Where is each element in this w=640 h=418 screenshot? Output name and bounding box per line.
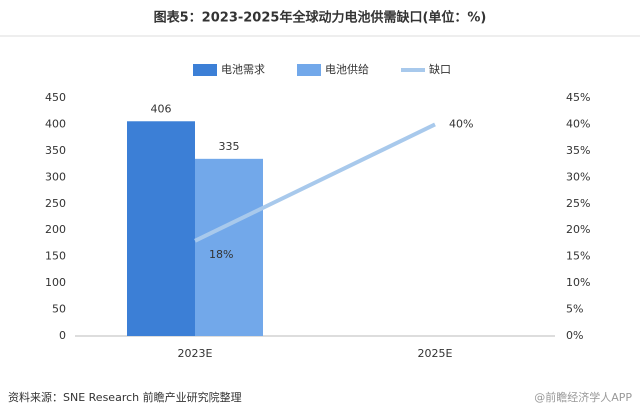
watermark: @前瞻经济学人APP bbox=[534, 390, 632, 404]
x-tick-label: 2025E bbox=[418, 347, 453, 360]
y2-tick-label: 0% bbox=[566, 329, 583, 342]
line bbox=[194, 122, 436, 243]
y-tick-label: 150 bbox=[45, 250, 66, 263]
legend-swatch bbox=[297, 64, 321, 76]
y-tick-label: 450 bbox=[45, 91, 66, 104]
y2-tick-label: 25% bbox=[566, 197, 590, 210]
y2-tick-label: 30% bbox=[566, 170, 590, 183]
y-tick-label: 50 bbox=[52, 303, 66, 316]
y-tick-label: 300 bbox=[45, 170, 66, 183]
y2-tick-label: 35% bbox=[566, 144, 590, 157]
x-tick-label: 2023E bbox=[178, 347, 213, 360]
bar bbox=[195, 158, 263, 336]
chart-title: 图表5：2023-2025年全球动力电池供需缺口(单位：%) bbox=[154, 10, 487, 26]
y-tick-label: 250 bbox=[45, 197, 66, 210]
y2-tick-label: 15% bbox=[566, 250, 590, 263]
legend-swatch bbox=[193, 64, 217, 76]
y-tick-label: 400 bbox=[45, 117, 66, 130]
line-value-label: 18% bbox=[209, 248, 233, 261]
legend-label: 电池需求 bbox=[221, 63, 265, 76]
bar bbox=[127, 121, 195, 336]
line-value-label: 40% bbox=[449, 117, 473, 130]
source: 资料来源：SNE Research 前瞻产业研究院整理 bbox=[8, 390, 242, 404]
y2-tick-label: 20% bbox=[566, 223, 590, 236]
y-tick-label: 350 bbox=[45, 144, 66, 157]
y2-tick-label: 45% bbox=[566, 91, 590, 104]
y2-tick-label: 5% bbox=[566, 303, 583, 316]
legend-label: 缺口 bbox=[429, 62, 451, 76]
y-tick-label: 100 bbox=[45, 276, 66, 289]
y2-tick-label: 40% bbox=[566, 117, 590, 130]
bar-value-label: 406 bbox=[151, 102, 172, 115]
y2-tick-label: 10% bbox=[566, 276, 590, 289]
y-tick-label: 200 bbox=[45, 223, 66, 236]
y-tick-label: 0 bbox=[59, 329, 66, 342]
legend-label: 电池供给 bbox=[325, 62, 369, 76]
bar-value-label: 335 bbox=[219, 140, 240, 153]
